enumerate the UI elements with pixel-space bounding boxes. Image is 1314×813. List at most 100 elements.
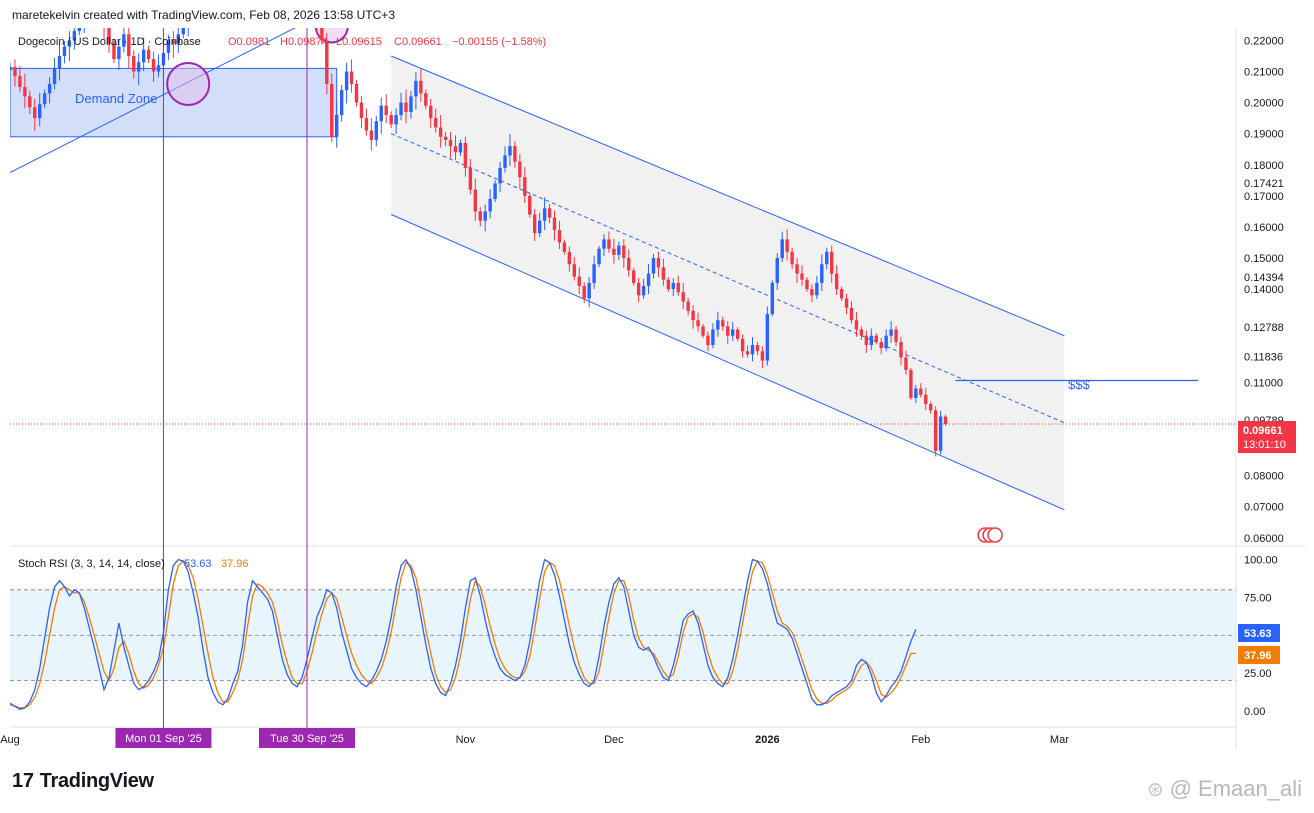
- candle-body: [825, 251, 829, 265]
- candle-body: [488, 198, 492, 212]
- weibo-icon: ⊛: [1146, 778, 1164, 801]
- candle-body: [528, 195, 532, 215]
- candle-body: [854, 320, 859, 330]
- candle-body: [33, 107, 37, 119]
- chart-texts: Dogecoin / US Dollar · 1D · Coinbase O0.…: [18, 36, 1090, 570]
- candle-body: [735, 329, 740, 339]
- stoch-tick-label: 75.00: [1244, 592, 1272, 604]
- stoch-d-badge: [1238, 646, 1280, 664]
- touch-circle: [166, 61, 211, 106]
- candle-body: [330, 83, 334, 137]
- candle-body: [632, 270, 636, 283]
- candle-body: [83, 12, 86, 21]
- candle-body: [18, 76, 22, 88]
- candle-body: [409, 96, 413, 112]
- price-tick-label: 0.14394: [1244, 272, 1284, 284]
- candle-body: [904, 357, 908, 370]
- price-tick-label: 0.06000: [1244, 533, 1284, 545]
- candle-body: [879, 341, 883, 349]
- candle-body: [820, 264, 824, 283]
- candle-body: [13, 66, 17, 77]
- candle-body: [508, 146, 512, 156]
- candle-body: [448, 139, 453, 147]
- candle-body: [765, 313, 770, 361]
- candle-body: [498, 167, 502, 184]
- time-tick-label: Nov: [456, 734, 476, 746]
- time-tick-label: Dec: [604, 734, 624, 746]
- candle-body: [453, 146, 458, 153]
- candle-body: [28, 96, 32, 108]
- candle-body: [552, 217, 557, 231]
- candle-body: [800, 273, 804, 280]
- price-tick-label: 0.17000: [1244, 191, 1284, 203]
- candle-body: [577, 276, 581, 286]
- current-price-badge: [1238, 421, 1296, 453]
- candle-body: [894, 329, 898, 342]
- candle-body: [815, 282, 819, 296]
- candle-body: [636, 282, 641, 296]
- price-tick-label: 0.08000: [1244, 471, 1284, 483]
- candle-body: [438, 127, 443, 137]
- candle-body: [874, 335, 878, 342]
- candle-body: [790, 251, 794, 265]
- candle-body: [354, 83, 359, 103]
- tradingview-mark: 17: [12, 770, 34, 792]
- candle-body: [914, 388, 918, 398]
- highlight-date-tag: [259, 728, 355, 748]
- candle-body: [864, 335, 869, 346]
- candle-body: [384, 105, 388, 116]
- stoch-d-badge-value: 37.96: [1244, 650, 1272, 662]
- tradingview-logo: 17 TradingView: [12, 770, 154, 793]
- candle-body: [379, 105, 383, 122]
- candle-body: [349, 71, 354, 84]
- candle-body: [770, 282, 774, 314]
- events-icon: [987, 527, 1003, 543]
- candle-body: [646, 273, 651, 286]
- candle-body: [399, 102, 403, 116]
- author-watermark: ⊛ @ Emaan_ali: [1147, 776, 1302, 802]
- channel-lower-line: [390, 214, 1065, 511]
- candle-body: [132, 55, 136, 72]
- candle-body: [661, 267, 666, 280]
- candle-body: [364, 118, 369, 131]
- candle-body: [859, 329, 864, 336]
- candle-body: [176, 34, 180, 44]
- ohlc-low: L0.09615: [336, 36, 382, 48]
- candle-body: [468, 167, 473, 190]
- candle-body: [463, 143, 468, 168]
- candle-body: [394, 115, 398, 125]
- candle-body: [310, 0, 313, 9]
- candle-body: [745, 351, 750, 355]
- candle-body: [389, 115, 393, 125]
- ohlc-close: C0.09661: [394, 36, 442, 48]
- candle-body: [146, 49, 151, 60]
- price-tick-label: 0.18000: [1244, 160, 1284, 172]
- candle-body: [537, 220, 542, 234]
- candle-body: [137, 62, 141, 72]
- time-tick-label: Feb: [911, 734, 930, 746]
- ohlc-change: −0.00155 (−1.58%): [452, 36, 546, 48]
- candle-body: [676, 282, 680, 293]
- candle-body: [567, 251, 572, 265]
- candle-body: [641, 286, 646, 296]
- stoch-k-legend: 53.63: [184, 558, 212, 570]
- candle-body: [716, 320, 720, 330]
- stoch-d-legend: 37.96: [221, 558, 249, 570]
- candle-body: [404, 102, 408, 112]
- candle-body: [315, 9, 318, 25]
- chart-title: Dogecoin / US Dollar · 1D · Coinbase: [18, 36, 201, 48]
- candle-body: [597, 248, 601, 265]
- price-tick-label: 0.11000: [1244, 377, 1283, 389]
- current-price-countdown: 13:01:10: [1243, 439, 1286, 451]
- candle-body: [686, 301, 690, 311]
- candle-body: [612, 248, 616, 255]
- price-tick-label: 0.07000: [1244, 502, 1284, 514]
- demand-zone-label: Demand Zone: [75, 91, 157, 106]
- highlight-date-label: Tue 30 Sep '25: [270, 733, 344, 745]
- candle-body: [834, 273, 839, 290]
- candle-body: [473, 189, 477, 212]
- candle-body: [884, 335, 888, 349]
- candle-body: [72, 31, 77, 41]
- candle-body: [547, 208, 552, 218]
